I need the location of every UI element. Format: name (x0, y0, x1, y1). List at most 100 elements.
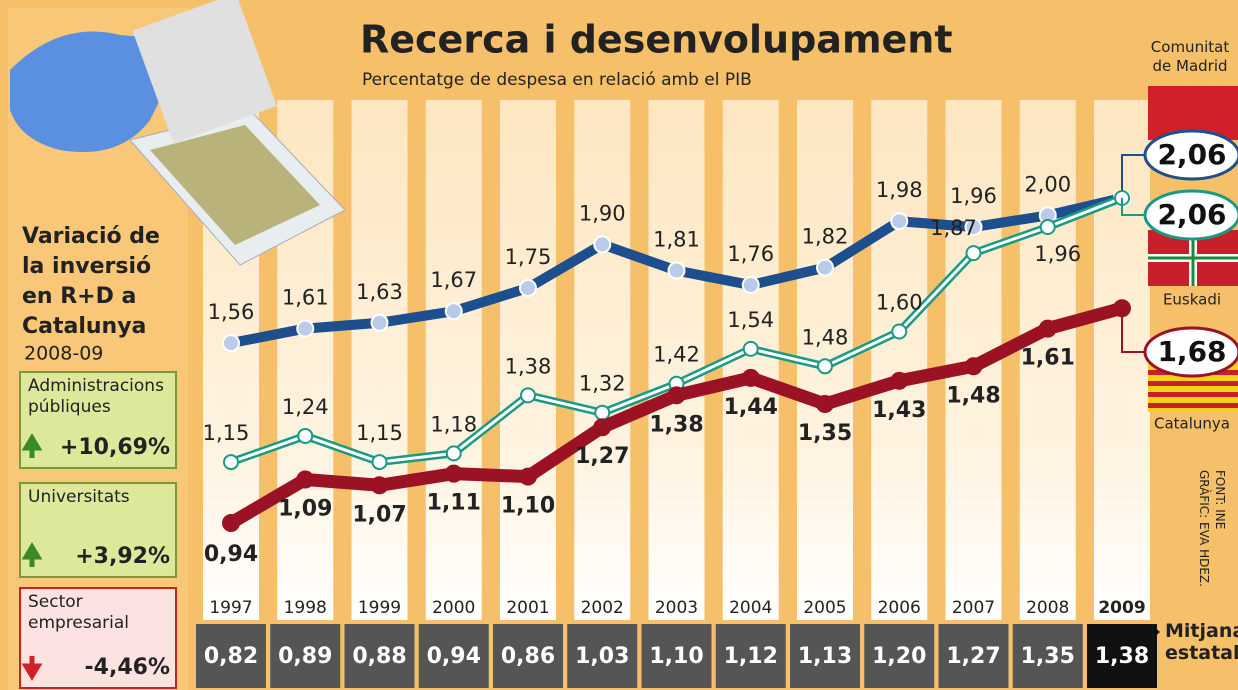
panel-change: +3,92% (75, 544, 170, 569)
panel-item-label: Administracions públiques (28, 376, 164, 417)
average-label: Mitjana estatal (1165, 620, 1238, 664)
x-tick-label: 2009 (1098, 598, 1145, 618)
average-box (344, 624, 415, 688)
marker (297, 427, 314, 444)
average-label: 1,10 (649, 644, 703, 669)
column (1019, 100, 1076, 620)
x-tick-label: 1999 (358, 598, 401, 618)
credit: FONT: INE (1213, 470, 1227, 530)
marker (816, 258, 834, 277)
column (648, 100, 705, 620)
marker (1038, 319, 1057, 338)
panel-change: -4,46% (85, 655, 170, 680)
average-box (715, 624, 786, 688)
data-label: 1,75 (505, 245, 552, 269)
data-label: 1,90 (579, 201, 626, 225)
x-tick-label: 1998 (284, 598, 327, 618)
x-tick-label: 2008 (1026, 598, 1069, 618)
panel-item-label: Sector empresarial (28, 592, 130, 633)
data-label: 1,60 (876, 290, 923, 314)
panel-item-label: Universitats (28, 487, 130, 507)
data-label: 1,56 (208, 300, 255, 324)
bubble-label: 1,68 (1157, 335, 1226, 368)
marker (741, 368, 760, 387)
marker (742, 340, 759, 357)
x-tick-label: 2000 (432, 598, 475, 618)
panel-box-label: Administracions públiques (28, 376, 164, 417)
average-label: 0,94 (427, 644, 481, 669)
marker (445, 445, 462, 462)
data-label: 1,27 (575, 444, 629, 469)
marker (371, 454, 388, 471)
marker (593, 418, 612, 437)
bubble-label: 2,06 (1157, 198, 1226, 231)
data-label: 1,42 (653, 343, 700, 367)
marker (519, 467, 537, 486)
chart-subtitle: Percentatge de despesa en relació amb el… (362, 70, 752, 90)
data-label: 1,67 (430, 268, 477, 292)
data-label: 1,76 (727, 242, 774, 266)
panel-box (19, 587, 177, 689)
average-label: 1,03 (575, 644, 629, 669)
marker (1039, 219, 1056, 236)
marker (741, 276, 760, 295)
column (871, 100, 928, 620)
average-box (1012, 624, 1083, 688)
marker (817, 358, 833, 375)
credits: FONT: INE GRÀFIC: EVA HDEZ. (1196, 470, 1228, 587)
panel-box-label: Sector empresarial (28, 592, 130, 633)
x-tick-label: 1997 (209, 598, 252, 618)
data-label: 1,11 (427, 491, 481, 516)
change-arrow (21, 656, 43, 681)
change-arrow (21, 542, 43, 567)
x-tick-label: 2002 (581, 598, 624, 618)
x-tick-label: 2006 (878, 598, 921, 618)
panel-box (19, 482, 177, 578)
data-label: 1,15 (203, 421, 250, 445)
data-label: 1,54 (727, 308, 774, 332)
marker (296, 319, 315, 338)
average-label: 1,13 (798, 644, 852, 669)
marker (444, 464, 463, 483)
marker (594, 404, 611, 421)
average-label: 0,88 (352, 644, 406, 669)
connector (1121, 308, 1147, 353)
average-box (270, 624, 341, 688)
data-label: 1,96 (950, 184, 997, 208)
data-label: 1,61 (282, 286, 329, 310)
column (500, 100, 556, 620)
average-label: 0,86 (501, 644, 555, 669)
marker (816, 395, 834, 414)
legend-catalunya: Catalunya (1154, 415, 1230, 433)
legend-euskadi: Euskadi (1163, 291, 1221, 309)
column (574, 100, 631, 620)
marker (222, 334, 240, 353)
connector (1121, 198, 1147, 216)
marker (890, 212, 909, 231)
data-label: 1,82 (802, 225, 849, 249)
marker (964, 218, 983, 237)
panel-change: +10,69% (60, 435, 170, 460)
data-label: 1,48 (946, 383, 1000, 408)
x-tick-label: 2001 (506, 598, 549, 618)
bubble (1143, 129, 1238, 181)
average-label: 1,38 (1095, 644, 1149, 669)
chart-title: Recerca i desenvolupament (360, 18, 953, 62)
marker (444, 302, 463, 321)
marker (370, 476, 389, 495)
marker (223, 454, 239, 471)
average-box (418, 624, 489, 688)
photo (10, 0, 346, 266)
panel-box (19, 371, 177, 469)
average-box (864, 624, 935, 688)
marker (593, 235, 612, 254)
data-label: 1,10 (501, 494, 555, 519)
average-box (1087, 624, 1157, 688)
column (351, 100, 408, 620)
data-label: 1,87 (930, 216, 977, 240)
data-label: 1,24 (282, 395, 329, 419)
x-tick-label: 2004 (729, 598, 772, 618)
bubble (1143, 189, 1238, 241)
